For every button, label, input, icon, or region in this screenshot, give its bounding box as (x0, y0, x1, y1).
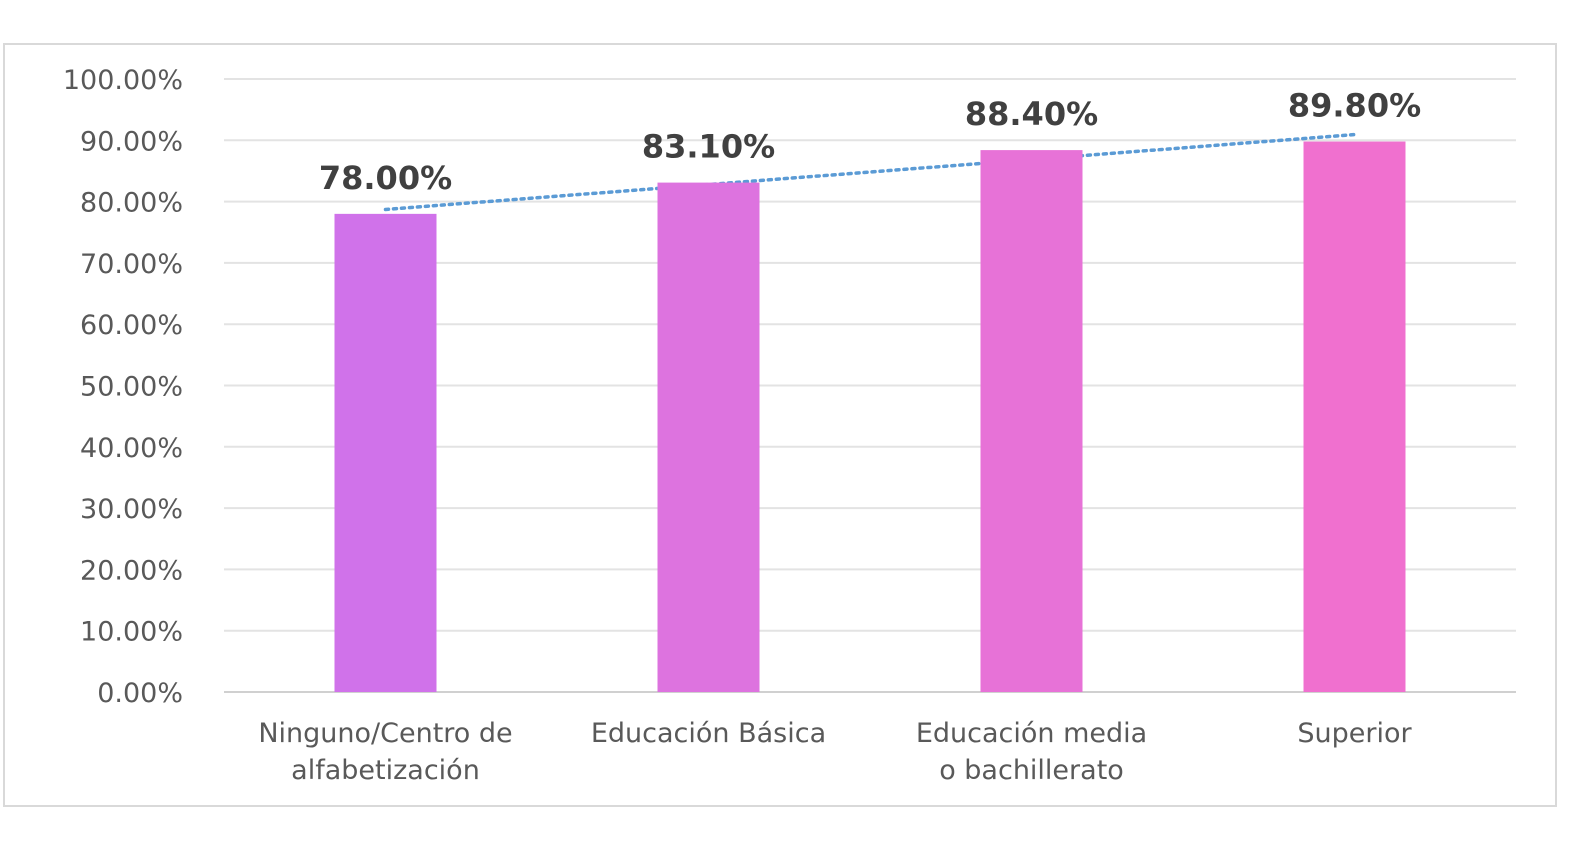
x-category-label: Educación Básica (591, 718, 826, 749)
trendline (383, 132, 1357, 212)
gridlines (224, 78, 1516, 693)
data-label: 78.00% (319, 159, 452, 197)
x-category-label-line: Educación Básica (591, 718, 826, 749)
x-category-label-line: o bachillerato (939, 755, 1124, 786)
x-category-label-line: Ninguno/Centro de (258, 718, 512, 749)
x-category-label-line: Educación media (916, 718, 1147, 749)
y-tick-label: 40.00% (80, 433, 183, 464)
trendline-layer (383, 132, 1357, 212)
bar (1303, 141, 1406, 692)
y-tick-label: 20.00% (80, 555, 183, 586)
y-tick-label: 90.00% (80, 126, 183, 157)
bars (334, 141, 1406, 693)
x-axis-categories: Ninguno/Centro de alfabetización Educación… (258, 718, 1412, 786)
y-tick-label: 60.00% (80, 310, 183, 341)
y-axis-ticks: 0.00% 10.00% 20.00% 30.00% 40.00% 50.00% 60.00… (63, 65, 183, 709)
y-tick-label: 70.00% (80, 249, 183, 280)
x-category-label: Superior (1297, 718, 1412, 749)
y-tick-label: 50.00% (80, 372, 183, 403)
bar (980, 150, 1083, 692)
data-label: 88.40% (965, 95, 1098, 133)
x-category-label-line: Superior (1297, 718, 1412, 749)
y-tick-label: 30.00% (80, 494, 183, 525)
data-label: 83.10% (642, 128, 775, 166)
x-category-label: Educación media o bachillerato (916, 718, 1147, 786)
y-tick-label: 0.00% (97, 678, 183, 709)
y-tick-label: 100.00% (63, 65, 183, 96)
y-tick-label: 10.00% (80, 617, 183, 648)
data-labels: 78.00% 83.10% 88.40% 89.80% (319, 87, 1421, 197)
bar (334, 213, 437, 693)
chart-frame (3, 43, 1557, 807)
x-category-label: Ninguno/Centro de alfabetización (258, 718, 512, 786)
bar (657, 182, 760, 693)
x-category-label-line: alfabetización (291, 755, 480, 786)
y-tick-label: 80.00% (80, 188, 183, 219)
data-label: 89.80% (1288, 87, 1421, 125)
